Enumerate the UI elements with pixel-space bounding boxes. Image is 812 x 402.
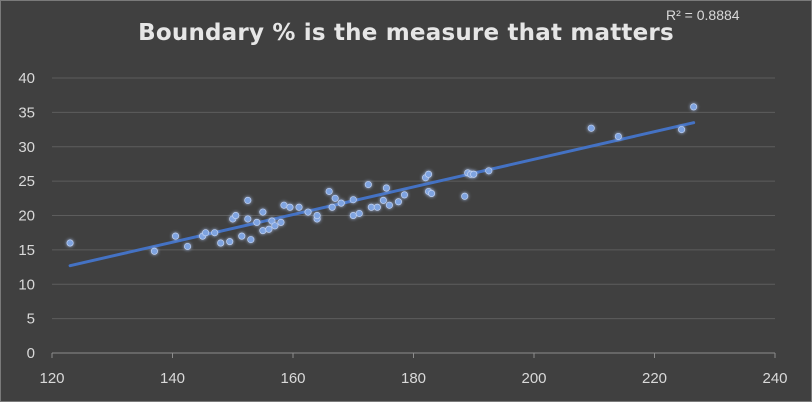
- axes: [51, 352, 776, 358]
- y-tick-label: 35: [18, 104, 35, 121]
- data-point: [678, 126, 686, 134]
- data-point: [217, 239, 225, 247]
- data-point: [259, 227, 267, 235]
- data-point: [400, 191, 408, 199]
- y-tick-label: 15: [18, 242, 35, 259]
- data-point: [428, 190, 436, 198]
- trendline-layer: [68, 121, 696, 268]
- data-point: [379, 196, 387, 204]
- x-tick-label: 180: [401, 370, 426, 387]
- data-point: [244, 215, 252, 223]
- y-tick-label: 10: [18, 276, 35, 293]
- data-point: [150, 247, 158, 255]
- data-point: [382, 184, 390, 192]
- data-point: [304, 208, 312, 216]
- data-point: [286, 203, 294, 211]
- y-tick-label: 5: [27, 311, 35, 328]
- y-tick-label: 25: [18, 173, 35, 190]
- data-point: [373, 203, 381, 211]
- data-point: [211, 229, 219, 237]
- data-point: [425, 170, 433, 178]
- r-squared-label: R² = 0.8884: [666, 7, 740, 23]
- x-tick-label: 120: [39, 370, 64, 387]
- x-tick-label: 160: [280, 370, 305, 387]
- y-tick-label: 0: [27, 345, 35, 362]
- data-point: [328, 203, 336, 211]
- data-point: [349, 196, 357, 204]
- data-point: [280, 201, 288, 209]
- data-point: [247, 236, 255, 244]
- chart-title: Boundary % is the measure that matters: [138, 20, 674, 46]
- data-point: [470, 170, 478, 178]
- gridlines: [52, 77, 775, 320]
- data-point: [325, 187, 333, 195]
- x-tick-label: 200: [521, 370, 546, 387]
- y-tick-label: 40: [18, 70, 35, 87]
- data-point: [226, 238, 234, 246]
- data-point: [385, 201, 393, 209]
- data-point: [367, 203, 375, 211]
- x-tick-label: 220: [642, 370, 667, 387]
- data-point: [244, 196, 252, 204]
- data-point: [66, 239, 74, 247]
- data-points: [66, 103, 698, 255]
- data-point: [690, 103, 698, 111]
- data-point: [313, 212, 321, 220]
- data-point: [364, 181, 372, 189]
- data-point: [238, 232, 246, 240]
- data-point: [614, 132, 622, 140]
- data-point: [271, 222, 279, 230]
- data-point: [587, 124, 595, 132]
- tick-labels: 0 5 10 15 20 25 30 35 40 120 140 160 180 200 220 240: [18, 70, 787, 387]
- data-point: [337, 199, 345, 207]
- x-tick-label: 240: [762, 370, 787, 387]
- trendline: [68, 121, 696, 268]
- data-point: [202, 229, 210, 237]
- data-point: [259, 208, 267, 216]
- data-point: [331, 194, 339, 202]
- data-point: [253, 218, 261, 226]
- data-point: [349, 212, 357, 220]
- data-point: [485, 167, 493, 175]
- data-point: [295, 203, 303, 211]
- y-tick-label: 30: [18, 139, 35, 156]
- data-point: [355, 209, 363, 217]
- data-point: [172, 232, 180, 240]
- x-tick-label: 140: [160, 370, 185, 387]
- data-point: [265, 225, 273, 233]
- data-point: [277, 218, 285, 226]
- data-point: [184, 242, 192, 250]
- data-point: [461, 192, 469, 200]
- data-point: [232, 212, 240, 220]
- y-tick-label: 20: [18, 208, 35, 225]
- data-point: [394, 198, 402, 206]
